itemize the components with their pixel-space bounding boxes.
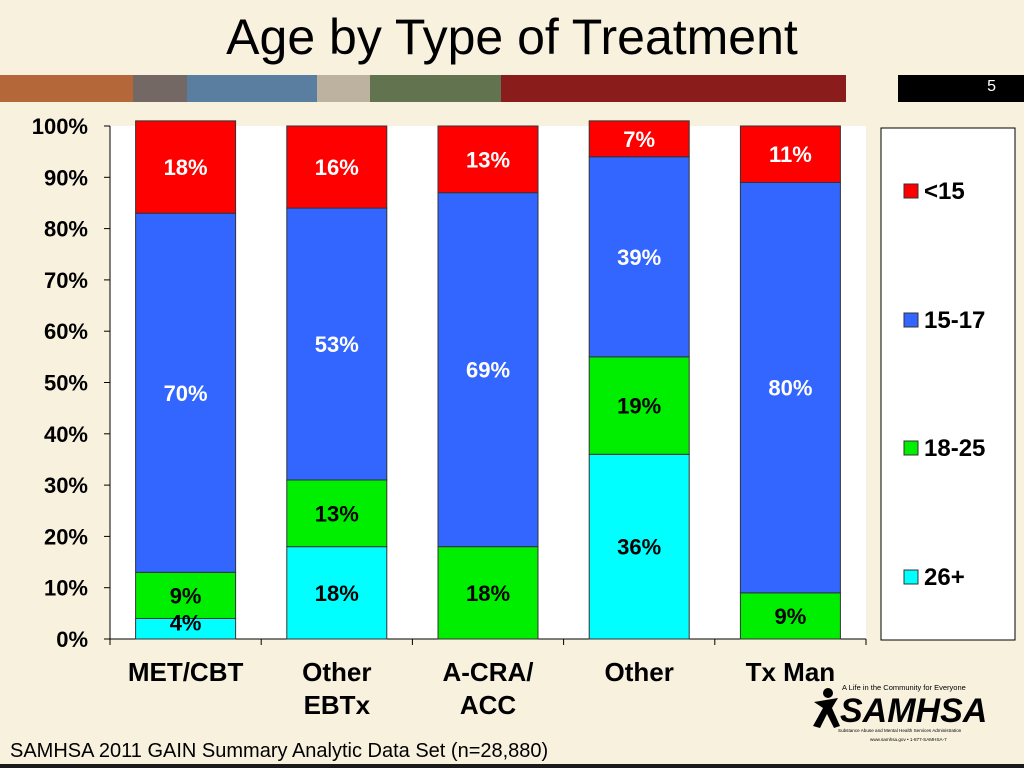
stripe-segment [370,75,501,102]
legend-swatch [903,569,919,585]
y-tick-label: 90% [44,165,88,190]
bar-segment [588,356,690,455]
x-category-label: Other [605,657,674,687]
data-label: 53% [315,332,359,357]
x-category-label: EBTx [304,690,371,720]
data-label: 7% [623,127,655,152]
x-category-label: A-CRA/ [443,657,534,687]
samhsa-logo: A Life in the Community for Everyone SAM… [813,683,987,742]
x-category-label: ACC [460,690,517,720]
data-label: 69% [466,358,510,383]
bar-segment [739,592,841,640]
data-label: 11% [769,142,812,167]
bar-segment [739,125,841,183]
legend-swatch [903,440,919,456]
data-label: 39% [617,245,661,270]
data-label: 19% [617,394,661,419]
bar-segment [286,125,388,209]
y-tick-label: 30% [44,473,88,498]
data-label: 80% [768,376,812,401]
legend-swatch [903,312,919,328]
bar-segment [437,125,539,194]
bar-segment [588,156,690,358]
bar-segment [739,181,841,594]
bar-segment [135,120,237,214]
bar-segment [286,546,388,640]
data-label: 13% [315,501,359,526]
stripe-segment [898,75,1024,102]
bar-segment [437,192,539,548]
bar-segment [135,212,237,573]
data-label: 9% [775,604,807,629]
data-label: 36% [617,535,661,560]
y-tick-label: 0% [56,627,88,652]
footer-divider [0,764,1024,768]
y-tick-label: 20% [44,524,88,549]
legend-label: 26+ [924,564,965,591]
legend-box [880,127,1016,641]
bar-segment [588,120,690,158]
data-label: 9% [170,583,202,608]
y-tick-label: 40% [44,422,88,447]
slide-number: 5 [987,78,996,95]
logo-tagline: A Life in the Community for Everyone [842,683,966,692]
y-tick-label: 50% [44,371,88,396]
stripe-segment [846,75,898,102]
y-tick-label: 80% [44,217,88,242]
bar-segment [437,546,539,640]
y-tick-label: 60% [44,319,88,344]
data-label: 70% [164,381,208,406]
data-label: 18% [164,155,208,180]
legend-swatch [903,183,919,199]
legend-label: 18-25 [924,435,985,462]
logo-subtitle: Substance Abuse and Mental Health Servic… [838,728,962,733]
stripe-segment [501,75,846,102]
logo-name: SAMHSA [840,692,987,730]
data-label: 4% [170,610,202,635]
x-category-label: Tx Man [746,657,836,687]
stripe-segment [187,75,317,102]
legend-label: 15-17 [924,307,985,334]
stripe-segment [0,75,133,102]
bar-segment [588,453,690,640]
person-icon [813,688,840,728]
y-tick-label: 100% [32,114,88,139]
x-category-label: MET/CBT [128,657,244,687]
bar-segment [286,207,388,481]
stripe-segment [133,75,187,102]
page-title: Age by Type of Treatment [226,9,798,65]
data-source-footer: SAMHSA 2011 GAIN Summary Analytic Data S… [10,740,549,762]
data-label: 16% [315,155,359,180]
data-label: 18% [315,581,359,606]
bar-segment [286,479,388,548]
data-label: 18% [466,581,510,606]
stripe-segment [317,75,370,102]
x-category-label: Other [302,657,371,687]
y-tick-label: 10% [44,576,88,601]
stacked-bar-chart: 0%10%20%30%40%50%60%70%80%90%100% 4%9%70… [32,114,1016,720]
logo-contact: www.samhsa.gov • 1-877-SAMHSA-7 [870,737,947,742]
legend-label: <15 [924,178,965,205]
y-tick-label: 70% [44,268,88,293]
data-label: 13% [466,147,510,172]
